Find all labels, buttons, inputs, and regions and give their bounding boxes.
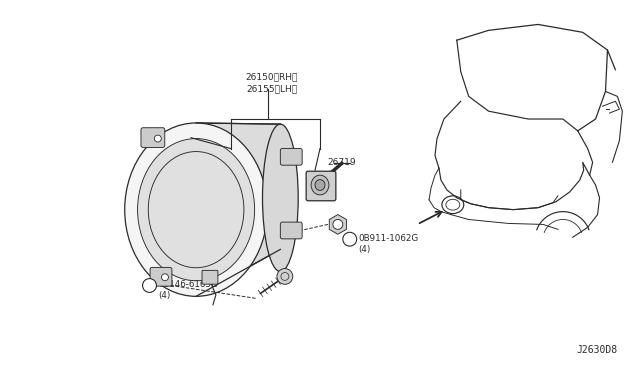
Circle shape [277,269,293,284]
Text: J2630D8: J2630D8 [576,346,618,355]
Text: 26150〈RH〉: 26150〈RH〉 [245,72,298,81]
Text: 08146-6165G: 08146-6165G [159,280,218,289]
Circle shape [161,274,168,281]
Ellipse shape [315,180,325,190]
Text: 26155〈LH〉: 26155〈LH〉 [246,84,297,93]
FancyBboxPatch shape [306,171,336,201]
Polygon shape [329,215,346,234]
Text: 26719: 26719 [327,158,356,167]
FancyBboxPatch shape [150,267,172,286]
Text: (4): (4) [159,291,171,300]
Text: (4): (4) [358,244,371,254]
Circle shape [333,219,343,230]
Ellipse shape [262,124,298,272]
Ellipse shape [311,175,329,195]
Polygon shape [196,123,280,296]
Text: B: B [147,281,152,290]
Circle shape [154,135,161,142]
FancyBboxPatch shape [141,128,164,147]
Circle shape [343,232,356,246]
Ellipse shape [138,138,255,281]
FancyBboxPatch shape [280,148,302,165]
Circle shape [143,279,156,292]
Text: N: N [346,235,353,244]
Text: 0B911-1062G: 0B911-1062G [358,234,419,243]
FancyBboxPatch shape [202,270,218,284]
FancyBboxPatch shape [280,222,302,239]
Ellipse shape [125,123,268,296]
